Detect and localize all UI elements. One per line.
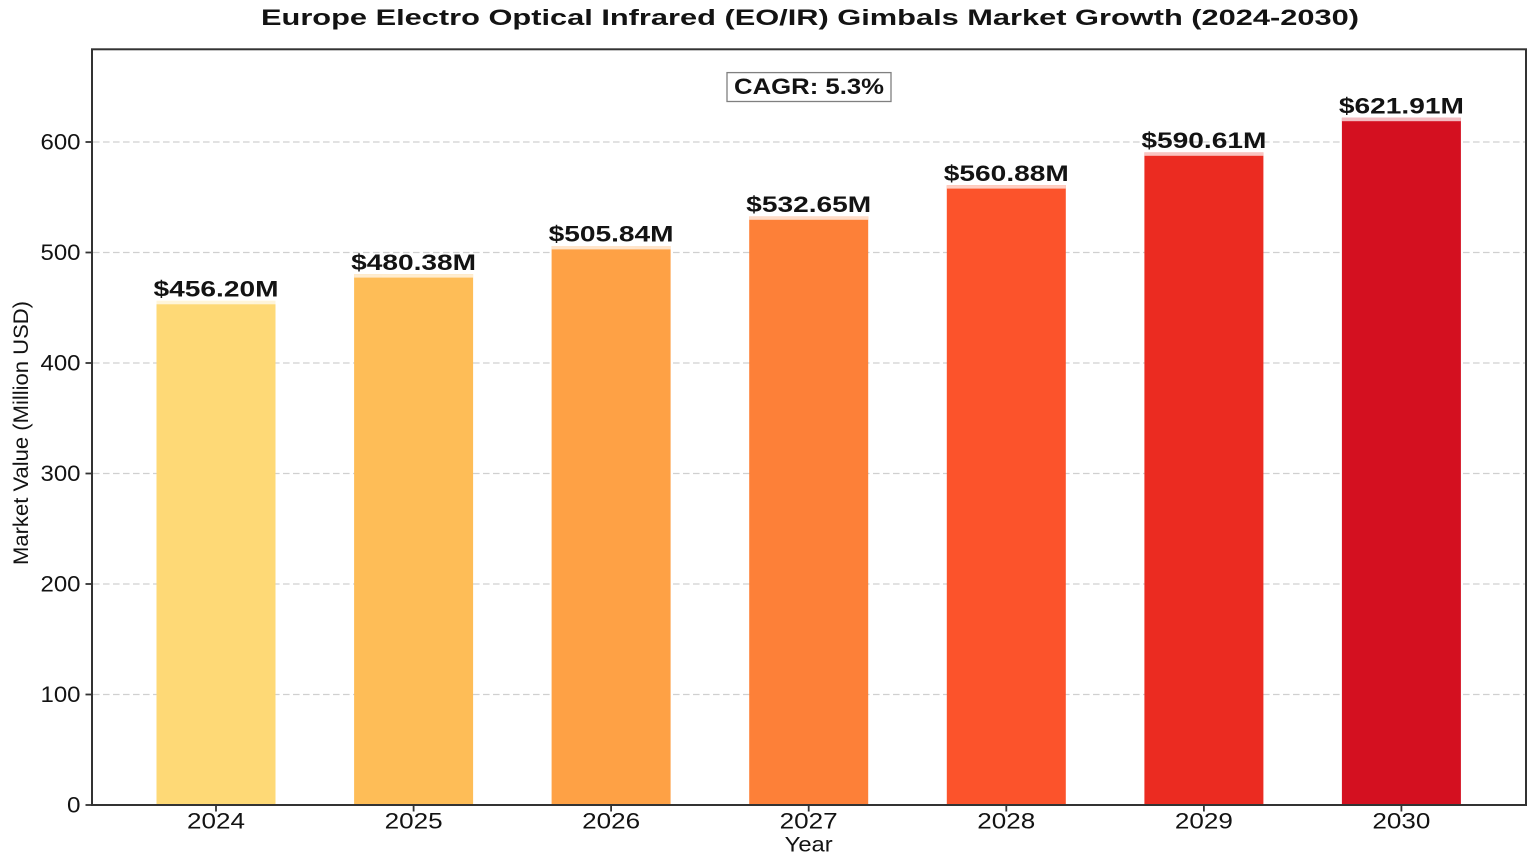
svg-text:$590.61M: $590.61M [1141,128,1266,153]
svg-text:2029: 2029 [1175,809,1233,834]
svg-text:Market Value (Million USD): Market Value (Million USD) [10,301,33,565]
svg-text:Europe Electro Optical Infrare: Europe Electro Optical Infrared (EO/IR) … [261,5,1359,30]
svg-text:CAGR: 5.3%: CAGR: 5.3% [734,74,884,99]
svg-text:300: 300 [41,461,81,486]
svg-text:200: 200 [41,572,81,597]
svg-text:2027: 2027 [780,809,838,834]
svg-text:2028: 2028 [977,809,1035,834]
svg-text:$456.20M: $456.20M [154,277,279,302]
svg-text:$621.91M: $621.91M [1339,94,1464,119]
svg-text:400: 400 [41,351,81,376]
svg-text:2030: 2030 [1372,809,1430,834]
svg-text:0: 0 [67,793,81,818]
svg-text:600: 600 [41,130,81,155]
svg-text:$560.88M: $560.88M [944,161,1069,186]
svg-text:$532.65M: $532.65M [746,192,871,217]
svg-text:500: 500 [41,240,81,265]
svg-text:2026: 2026 [582,809,640,834]
svg-text:2024: 2024 [187,809,245,834]
svg-text:$480.38M: $480.38M [351,250,476,275]
svg-text:100: 100 [41,682,81,707]
svg-text:Year: Year [785,834,833,857]
svg-text:$505.84M: $505.84M [549,222,674,247]
svg-text:2025: 2025 [385,809,443,834]
